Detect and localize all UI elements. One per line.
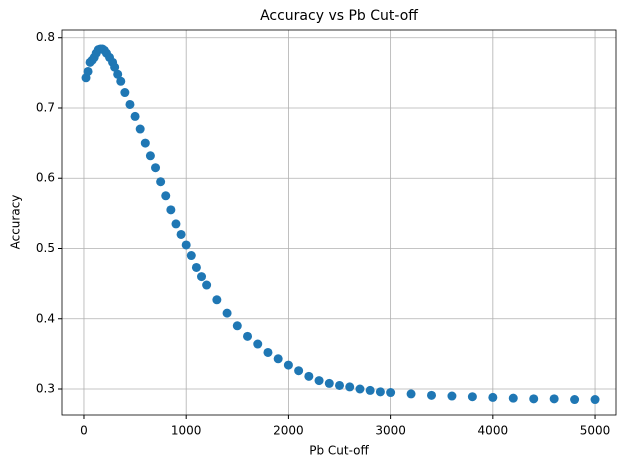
point [406,389,416,399]
point [125,99,135,109]
point [212,295,222,305]
point [166,205,176,215]
x-tick-label: 5000 [580,424,611,438]
x-tick-label: 0 [80,424,88,438]
point [590,395,600,405]
y-axis-label: Accuracy [9,195,23,250]
point [549,394,559,404]
point [529,394,539,404]
x-tick-label: 2000 [273,424,304,438]
x-tick-label: 4000 [478,424,509,438]
point [488,392,498,402]
point [140,138,150,148]
point [253,339,263,349]
point [135,124,145,134]
point [116,76,126,86]
y-tick-label: 0.4 [36,311,55,325]
point [294,366,304,376]
point [427,390,437,400]
point [151,163,161,173]
y-tick-label: 0.8 [36,30,55,44]
point [447,391,457,401]
point [222,308,232,318]
point [243,331,253,341]
point [324,378,334,388]
point [263,347,273,357]
point [508,393,518,403]
point [176,229,186,239]
point [355,384,365,394]
point [191,262,201,272]
point [113,69,123,79]
x-axis-label: Pb Cut-off [309,444,369,458]
point [130,111,140,121]
point [202,280,212,290]
point [186,251,196,261]
plot-frame [61,29,617,416]
point [83,66,93,76]
point [273,354,283,364]
point [110,62,120,72]
point [145,151,155,161]
y-tick-label: 0.6 [36,171,55,185]
point [345,382,355,392]
y-tick-label: 0.3 [36,382,55,396]
point [232,321,242,331]
chart-title: Accuracy vs Pb Cut-off [260,8,418,24]
point [335,380,345,390]
point [314,376,324,386]
point [197,272,207,282]
point [304,371,314,381]
x-tick-label: 3000 [375,424,406,438]
y-tick-label: 0.5 [36,241,55,255]
point [375,387,385,397]
point [161,191,171,201]
point [467,392,477,402]
x-tick-label: 1000 [171,424,202,438]
point [570,395,580,405]
point [365,385,375,395]
point [156,177,166,187]
point [120,88,130,98]
y-tick-label: 0.7 [36,100,55,114]
point [283,360,293,370]
point [386,388,396,398]
point [181,240,191,250]
point [171,219,181,229]
